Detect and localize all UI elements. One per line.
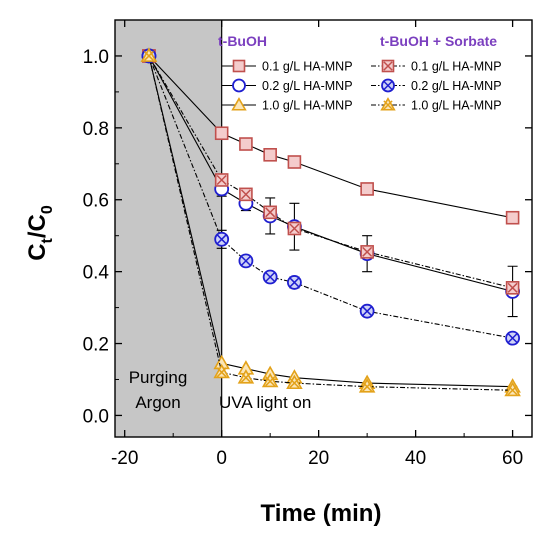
plot-frame (114, 19, 533, 438)
data-point-cross (143, 50, 154, 61)
data-point-cross (240, 255, 251, 266)
data-point-cross (216, 367, 227, 378)
data-point-cross (362, 306, 373, 317)
series-5 (140, 47, 521, 397)
y-tick-label: 0.8 (83, 119, 109, 140)
data-point (287, 155, 302, 169)
data-point-cross (507, 333, 518, 344)
data-point-cross (289, 223, 300, 234)
data-point-cross (216, 174, 227, 186)
data-point (239, 137, 253, 151)
data-point-cross (216, 234, 227, 245)
data-point-cross (265, 207, 276, 218)
legend-marker-cross (383, 61, 393, 71)
shaded-region-label-line2: Argon (135, 393, 180, 412)
data-point-cross (362, 381, 373, 392)
legend-label: 0.1 g/L HA-MNP (411, 60, 502, 74)
y-tick-label: 0.0 (83, 406, 109, 427)
legend-marker-cross (383, 100, 393, 110)
x-tick-label: 0 (216, 448, 227, 469)
x-tick-label: -20 (111, 448, 138, 469)
y-tick-label: 0.6 (83, 191, 109, 212)
uva-annotation: UVA light on (219, 393, 311, 412)
y-tick-label: 0.2 (83, 335, 109, 356)
legend-marker (232, 59, 246, 73)
y-axis-title-sub1: t (39, 237, 56, 243)
legend-marker-cross (383, 80, 393, 91)
y-axis-title-main: C (24, 243, 51, 260)
y-axis-title-sub2: 0 (39, 205, 56, 214)
shaded-region-label-line1: Purging (129, 368, 188, 387)
group-header-tbuoh: t-BuOH (218, 33, 267, 49)
legend-label: 1.0 g/L HA-MNP (411, 99, 502, 113)
x-tick-label: 40 (405, 448, 426, 469)
data-point-cross (289, 277, 300, 288)
data-point (214, 126, 229, 141)
x-axis-title: Time (min) (261, 500, 382, 527)
legend: 0.1 g/L HA-MNP 0.2 g/L HA-MNP 1.0 g/L HA-M… (222, 60, 502, 113)
data-point-cross (265, 376, 276, 387)
data-point (360, 182, 374, 196)
data-point (263, 148, 277, 162)
data-point (505, 210, 520, 225)
axes-layer: -20 0 20 40 60 0.0 0.2 0.4 0.6 0.8 1.0 (83, 19, 533, 469)
y-axis-title: Ct/C0 (24, 205, 56, 261)
data-point-cross (240, 372, 251, 383)
data-point-cross (240, 189, 251, 200)
data-point-cross (362, 246, 373, 257)
legend-label: 0.2 g/L HA-MNP (262, 79, 353, 93)
legend-marker (232, 78, 246, 93)
data-point-cross (507, 385, 518, 396)
series-layer (140, 47, 521, 397)
legend-marker (231, 97, 247, 111)
group-header-tbuoh-sorbate: t-BuOH + Sorbate (380, 33, 497, 49)
legend-label: 0.2 g/L HA-MNP (411, 79, 502, 93)
data-point-cross (289, 378, 300, 389)
data-point-cross (265, 271, 276, 283)
legend-label: 1.0 g/L HA-MNP (262, 99, 353, 113)
x-tick-label: 20 (308, 448, 329, 469)
data-point-cross (507, 282, 518, 293)
legend-label: 0.1 g/L HA-MNP (262, 60, 353, 74)
y-axis-title-slash: /C (24, 214, 51, 238)
x-tick-label: 60 (502, 448, 523, 469)
y-tick-label: 0.4 (83, 263, 110, 284)
series-0 (142, 49, 520, 225)
y-tick-label: 1.0 (83, 47, 109, 68)
